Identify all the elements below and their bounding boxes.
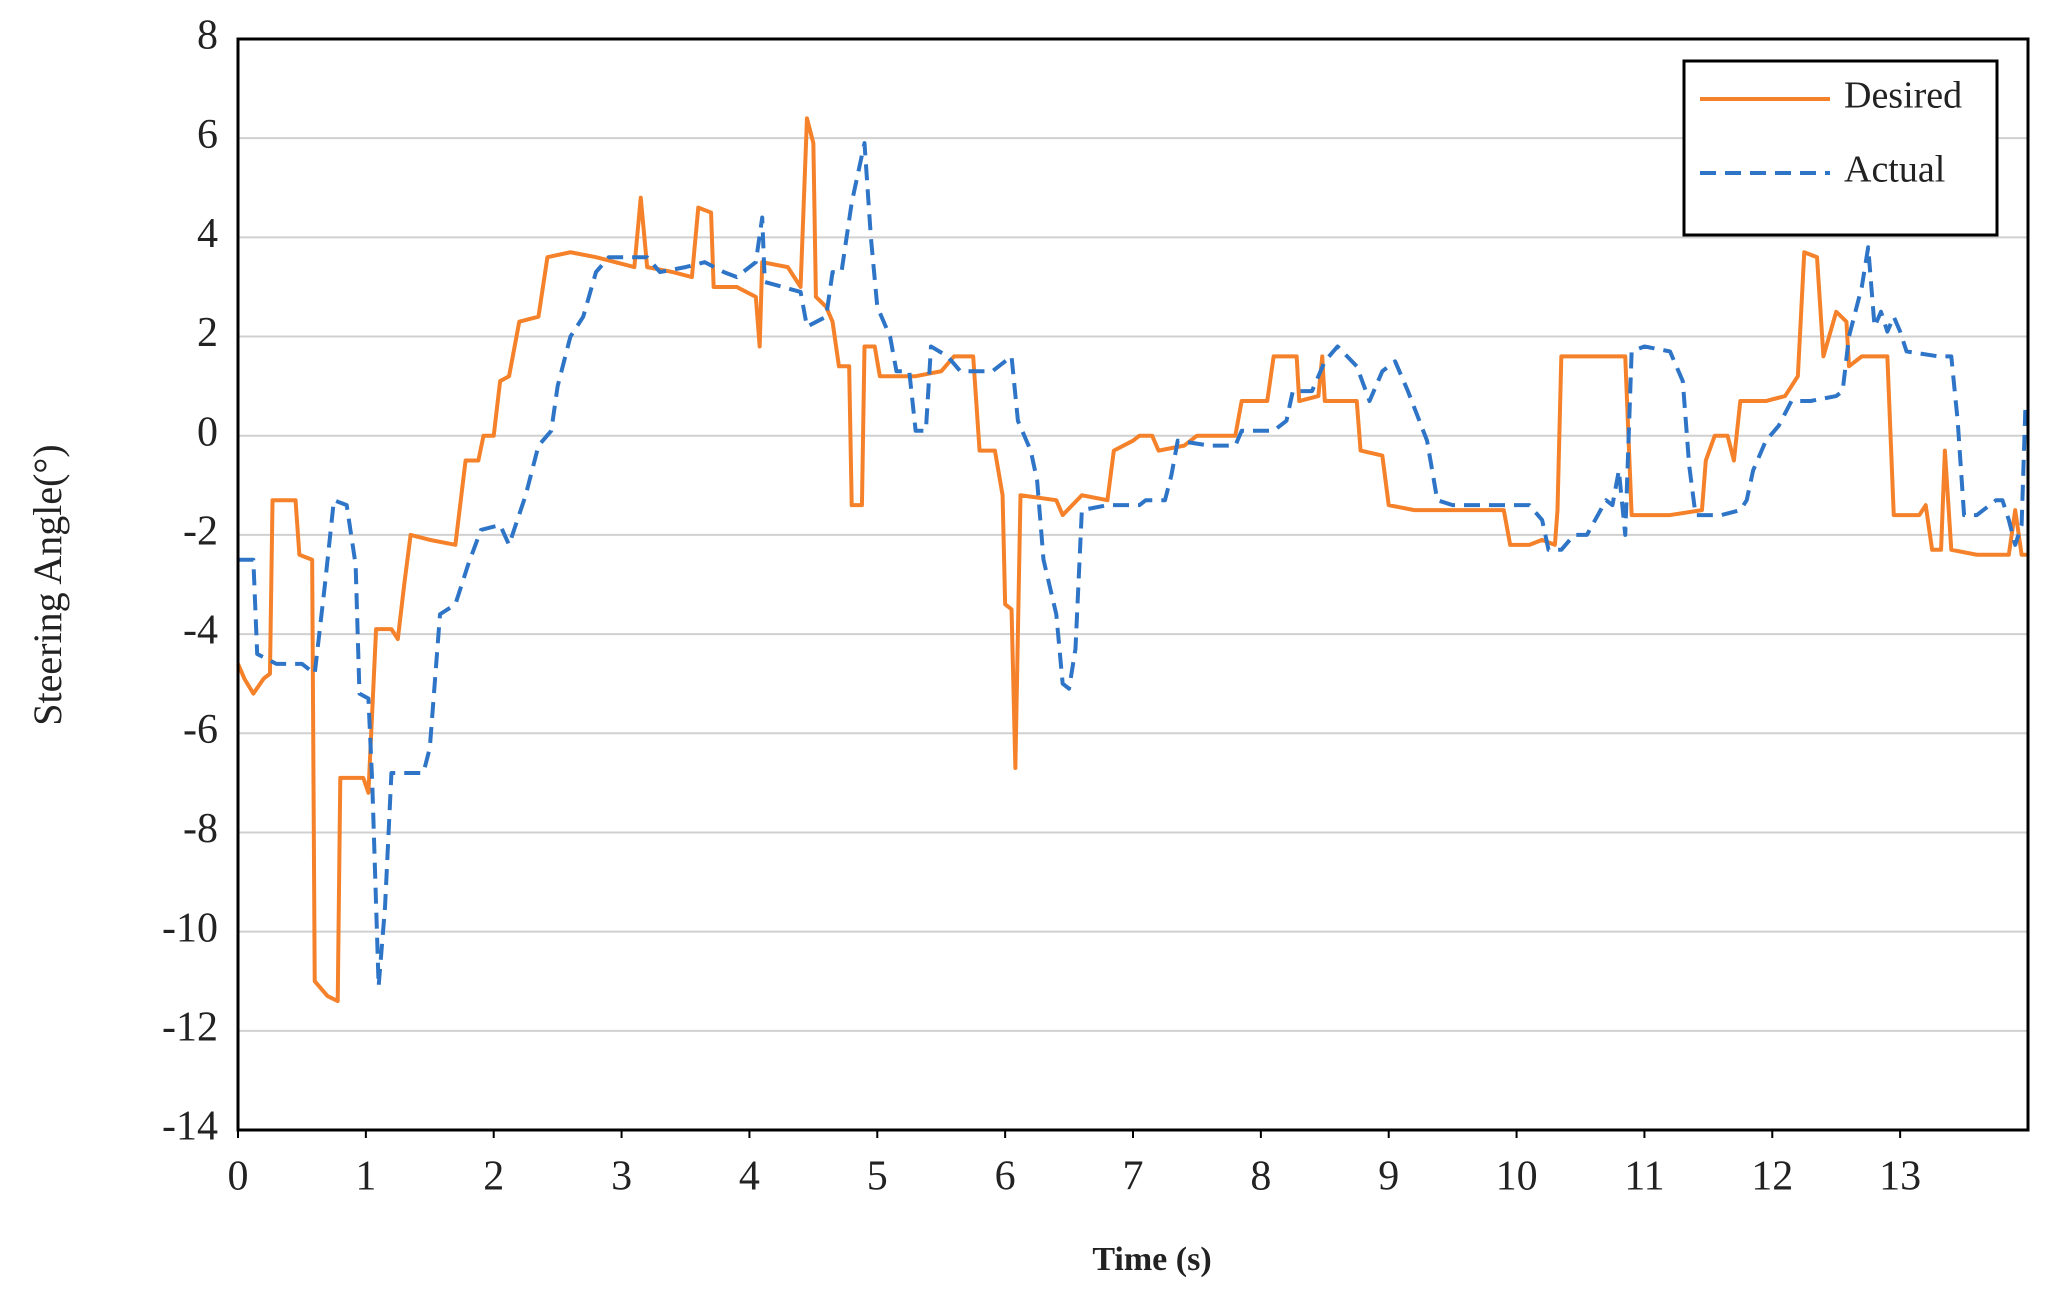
x-tick-label: 13 <box>1879 1154 1921 1200</box>
x-tick-label: 12 <box>1751 1154 1793 1200</box>
x-tick-label: 1 <box>355 1154 376 1200</box>
y-tick-label: -12 <box>162 1004 218 1050</box>
data-line <box>236 116 2028 1004</box>
legend-label: Desired <box>1844 75 1962 117</box>
x-tick-label: 11 <box>1624 1154 1664 1200</box>
plot-frame <box>236 37 2030 1132</box>
x-tick-label: 7 <box>1123 1154 1144 1200</box>
x-tick-label: 10 <box>1496 1154 1538 1200</box>
x-tick-label: 4 <box>739 1154 760 1200</box>
y-axis-label: Steering Angle(°) <box>25 444 70 725</box>
y-tick-label: -2 <box>183 509 218 555</box>
legend-label: Actual <box>1844 149 1945 191</box>
x-tick-label: 2 <box>483 1154 504 1200</box>
data-line <box>238 141 2030 989</box>
x-tick-label: 5 <box>867 1154 888 1200</box>
legend: Desired Actual <box>1682 59 1999 237</box>
y-tick-label: 2 <box>197 310 218 356</box>
x-tick-label: 9 <box>1378 1154 1399 1200</box>
x-tick-label: 0 <box>228 1154 249 1200</box>
y-tick-label: -14 <box>162 1104 218 1150</box>
y-tick-label: -6 <box>183 707 218 753</box>
legend-box <box>1682 59 1999 237</box>
y-tick-label: 8 <box>197 13 218 59</box>
x-tick-label: 8 <box>1250 1154 1271 1200</box>
y-tick-label: -4 <box>183 608 218 654</box>
y-tick-label: 4 <box>197 211 218 257</box>
y-tick-label: -8 <box>183 806 218 852</box>
x-tick-label: 3 <box>611 1154 632 1200</box>
y-tick-label: 6 <box>197 112 218 158</box>
y-tick-label: -10 <box>162 905 218 951</box>
x-axis-label: Time (s) <box>1092 1241 1211 1278</box>
x-tick-label: 6 <box>995 1154 1016 1200</box>
y-tick-label: 0 <box>197 409 218 455</box>
